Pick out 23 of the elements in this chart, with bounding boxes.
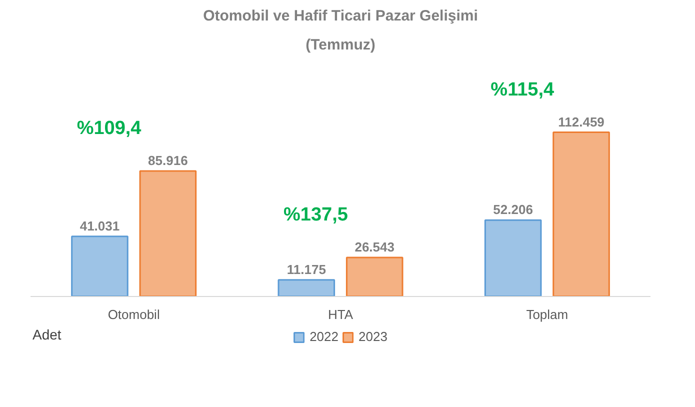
bar xyxy=(484,219,542,297)
data-label: 41.031 xyxy=(80,218,120,234)
data-label: 11.175 xyxy=(286,262,326,277)
legend-label: 2022 xyxy=(310,329,338,344)
data-label: 52.206 xyxy=(493,202,533,218)
bar xyxy=(278,279,336,297)
legend-label: 2023 xyxy=(358,329,388,344)
text: Adet xyxy=(32,326,62,342)
chart-subtitle: (Temmuz) xyxy=(306,36,376,54)
x-tick-label: HTA xyxy=(328,307,354,322)
bar xyxy=(139,170,197,297)
x-tick-label: Otomobil xyxy=(108,307,160,322)
bar xyxy=(346,256,404,297)
data-label: 112.459 xyxy=(558,114,604,130)
data-label: 85.916 xyxy=(148,152,188,168)
chart-title: Otomobil ve Hafif Ticari Pazar Gelişimi xyxy=(203,8,478,24)
data-label: 26.543 xyxy=(354,240,394,255)
annotation: %137,5 xyxy=(283,204,348,226)
bar xyxy=(552,132,610,297)
bar xyxy=(71,236,128,297)
text: %115,4 xyxy=(490,79,554,100)
x-tick-label: Toplam xyxy=(526,307,568,322)
annotation: %109,4 xyxy=(76,118,142,139)
